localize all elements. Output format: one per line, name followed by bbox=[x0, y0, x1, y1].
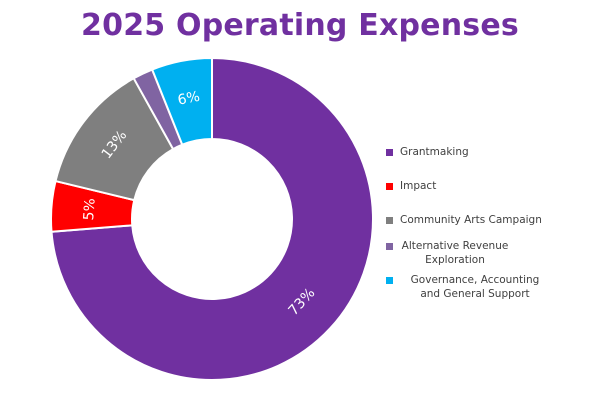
legend-swatch bbox=[386, 243, 393, 250]
legend-item-alternative-revenue-exploration: Alternative Revenue Exploration bbox=[386, 239, 510, 267]
legend-label: Grantmaking bbox=[400, 146, 469, 158]
legend-item-impact: Impact bbox=[386, 179, 600, 193]
data-label-governance-accounting-and-general-support: 6% bbox=[176, 89, 201, 109]
legend-label: Impact bbox=[400, 180, 437, 192]
legend-swatch bbox=[386, 277, 393, 284]
slice-governance-accounting-and-general-support bbox=[150, 56, 213, 147]
slice-grantmaking bbox=[50, 56, 374, 381]
data-label-impact: 5% bbox=[81, 198, 99, 221]
legend-swatch bbox=[386, 217, 393, 224]
legend-swatch bbox=[386, 183, 393, 190]
legend-label: Alternative Revenue Exploration bbox=[401, 240, 509, 266]
legend-swatch bbox=[386, 149, 393, 156]
legend-label: Community Arts Campaign bbox=[400, 214, 542, 226]
legend-item-grantmaking: Grantmaking bbox=[386, 145, 600, 159]
chart-title: 2025 Operating Expenses bbox=[81, 8, 519, 43]
legend-item-community-arts-campaign: Community Arts Campaign bbox=[386, 213, 600, 227]
legend-item-governance-accounting-general-support: Governance, Accounting and General Suppo… bbox=[386, 273, 550, 301]
legend-label: Governance, Accounting and General Suppo… bbox=[410, 274, 540, 300]
